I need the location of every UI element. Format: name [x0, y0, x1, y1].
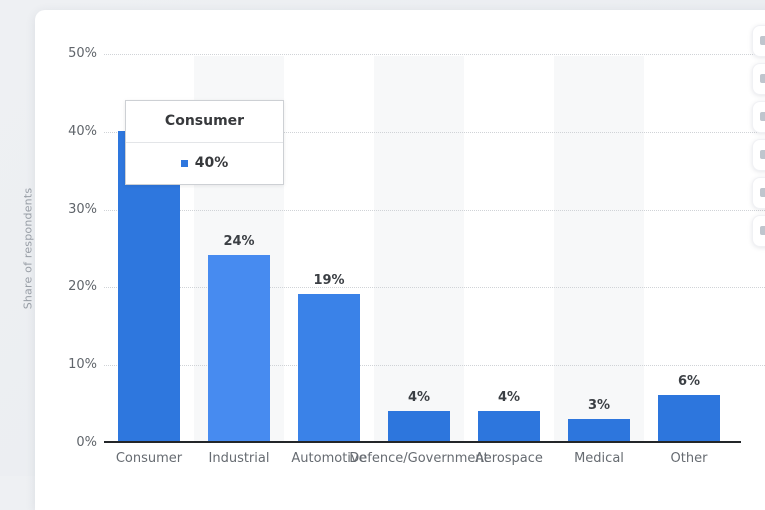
tooltip-title: Consumer: [164, 113, 245, 129]
y-axis-title: Share of respondents: [21, 187, 35, 310]
toolbar-icon: [760, 226, 765, 235]
tooltip-value: 40%: [194, 155, 229, 171]
toolbar-icon: [760, 188, 765, 197]
toolbar-button-6[interactable]: [752, 215, 765, 247]
chart-card: [35, 10, 765, 510]
toolbar-icon: [760, 74, 765, 83]
toolbar-icon: [760, 112, 765, 121]
toolbar-button-3[interactable]: [752, 101, 765, 133]
toolbar-button-5[interactable]: [752, 177, 765, 209]
series-marker-icon: [180, 159, 188, 167]
chart-tooltip: Consumer 40%: [125, 100, 284, 185]
toolbar-button-2[interactable]: [752, 63, 765, 95]
toolbar-icon: [760, 150, 765, 159]
toolbar-button-4[interactable]: [752, 139, 765, 171]
toolbar-icon: [760, 36, 765, 45]
toolbar-button-1[interactable]: [752, 25, 765, 57]
